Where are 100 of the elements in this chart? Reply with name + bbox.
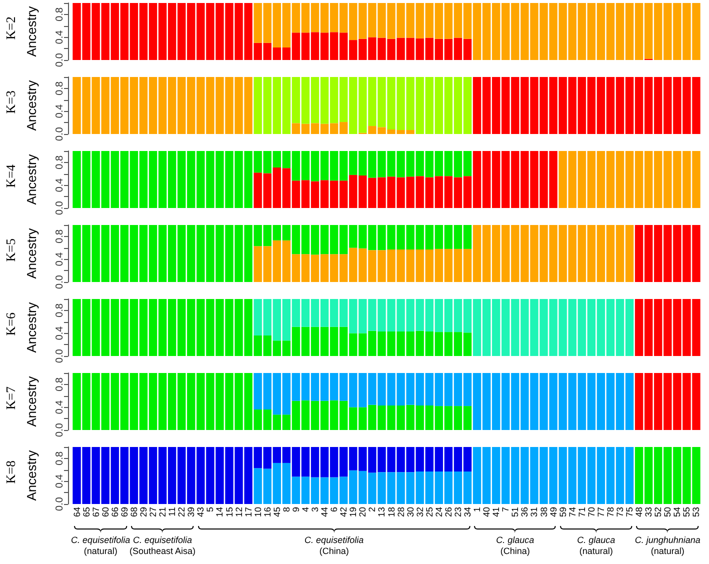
x-tick-label: 70	[586, 507, 596, 518]
x-tick-label: 32	[414, 507, 425, 518]
text: C. equisetifolia (natural)	[71, 535, 130, 556]
text: C. junghuhniana (natural)	[634, 535, 700, 556]
x-tick-label: 71	[576, 507, 587, 518]
y-tick-label: 0.8	[54, 81, 66, 96]
x-tick-label: 13	[376, 507, 387, 518]
x-tick-label: 64	[72, 507, 82, 518]
x-tick-label: 44	[320, 507, 330, 518]
x-tick-label: 19	[348, 507, 358, 518]
y-tick-label: 0.0	[54, 348, 66, 363]
x-tick-label: 22	[176, 507, 187, 518]
y-tick-label: 0.0	[54, 52, 66, 67]
x-tick-label: 40	[482, 507, 492, 518]
x-tick-label: 48	[634, 507, 644, 518]
y-tick-label: 0.0	[54, 200, 66, 215]
x-tick-label: 69	[119, 507, 130, 518]
x-tick-label: 2	[367, 507, 378, 512]
x-tick-label: 74	[567, 507, 578, 518]
x-tick-label: 5	[205, 507, 216, 512]
y-axis-title: Ancestry	[24, 80, 39, 131]
y-tick-label: 0.8	[54, 7, 66, 22]
x-tick-label: 50	[662, 507, 673, 518]
x-tick-label: 54	[672, 507, 682, 518]
x-tick-label: 16	[262, 507, 272, 518]
x-tick-label: 4	[300, 507, 310, 512]
text: K=4	[3, 164, 18, 188]
x-tick-label: 24	[434, 507, 444, 518]
y-tick-label: 0.4	[54, 30, 66, 44]
y-tick-label: 0.4	[54, 252, 66, 266]
x-tick-label: 42	[338, 507, 349, 518]
x-tick-label: 31	[529, 507, 540, 518]
x-tick-label: 65	[81, 507, 92, 518]
x-tick-label: 33	[644, 507, 654, 518]
y-tick-label: 0.4	[54, 326, 66, 340]
x-tick-label: 53	[691, 507, 702, 518]
y-axis-title: Ancestry	[24, 228, 39, 279]
text: K=2	[3, 16, 18, 40]
x-tick-label: 45	[272, 507, 282, 518]
x-tick-label: 14	[214, 507, 225, 518]
x-tick-label: 51	[510, 507, 520, 518]
y-tick-label: 0.0	[54, 126, 66, 141]
x-tick-label: 68	[128, 507, 139, 518]
x-tick-label: 25	[424, 507, 434, 518]
x-tick-label: 43	[196, 507, 206, 518]
y-tick-label: 0.0	[54, 496, 66, 511]
x-tick-label: 60	[100, 507, 110, 518]
x-tick-label: 28	[396, 507, 406, 518]
x-tick-label: 9	[290, 507, 301, 512]
y-tick-label: 0.4	[54, 474, 66, 488]
x-tick-label: 6	[329, 507, 340, 512]
x-tick-label: 18	[386, 507, 396, 518]
y-axis-title: Ancestry	[24, 302, 39, 353]
text: C. glauca (natural)	[577, 535, 616, 556]
text: C. glauca (China)	[496, 535, 534, 556]
y-axis-title: Ancestry	[24, 6, 39, 57]
x-tick-label: 52	[653, 507, 664, 518]
x-tick-label: 27	[148, 507, 158, 518]
x-tick-label: 49	[548, 507, 558, 518]
x-tick-label: 30	[405, 507, 416, 518]
x-tick-label: 55	[682, 507, 692, 518]
x-tick-label: 29	[138, 507, 148, 518]
text: K=6	[3, 312, 18, 336]
x-tick-label: 12	[234, 507, 244, 518]
x-tick-label: 39	[186, 507, 196, 518]
y-tick-label: 0.8	[54, 451, 66, 466]
text: C. equisetifolia (China)	[304, 535, 364, 556]
x-tick-label: 1	[472, 507, 482, 512]
x-tick-label: 20	[358, 507, 368, 518]
y-axis-title: Ancestry	[24, 450, 39, 501]
text: K=3	[3, 90, 18, 114]
text: K=5	[3, 238, 18, 262]
x-tick-label: 75	[624, 507, 635, 518]
y-tick-label: 0.8	[54, 303, 66, 318]
x-tick-label: 38	[538, 507, 549, 518]
x-tick-label: 11	[167, 507, 178, 516]
y-tick-label: 0.4	[54, 104, 66, 118]
y-tick-label: 0.8	[54, 155, 66, 170]
y-tick-label: 0.0	[54, 274, 66, 289]
x-tick-label: 73	[614, 507, 625, 518]
text: K=8	[3, 460, 18, 484]
x-tick-label: 17	[243, 507, 254, 518]
x-tick-label: 41	[491, 507, 502, 518]
x-tick-label: 36	[520, 507, 530, 518]
x-tick-label: 66	[110, 507, 120, 518]
y-axis-title: Ancestry	[24, 376, 39, 427]
x-tick-label: 10	[252, 507, 263, 518]
y-tick-label: 0.4	[54, 178, 66, 192]
x-tick-label: 21	[158, 507, 168, 518]
y-tick-label: 0.8	[54, 377, 66, 392]
x-tick-label: 15	[224, 507, 234, 518]
text: C. equisetifolia (Southeast Aisa)	[130, 535, 196, 556]
x-tick-label: 77	[596, 507, 606, 518]
x-tick-label: 34	[462, 507, 473, 518]
y-tick-label: 0.4	[54, 400, 66, 414]
x-tick-label: 23	[452, 507, 463, 518]
x-tick-label: 26	[443, 507, 454, 518]
text: K=7	[3, 386, 18, 410]
y-axis-title: Ancestry	[24, 154, 39, 205]
x-tick-label: 8	[281, 507, 292, 512]
